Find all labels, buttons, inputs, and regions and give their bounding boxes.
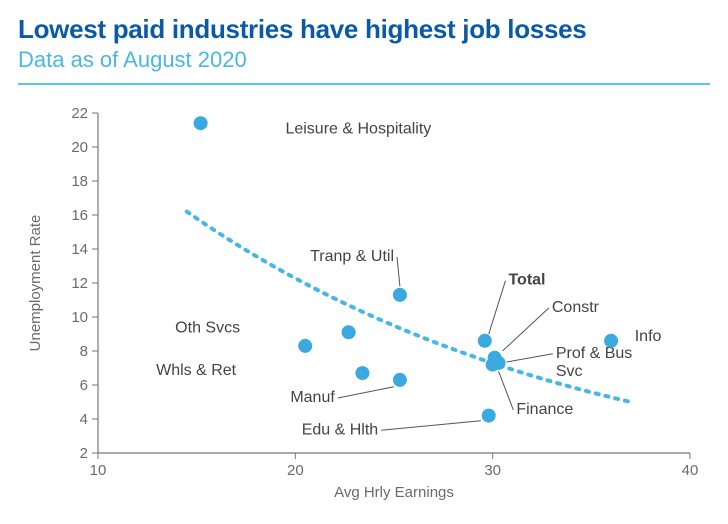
point-label: Info <box>635 328 662 345</box>
y-tick-label: 20 <box>71 139 88 156</box>
data-point <box>342 325 356 339</box>
point-label: Tranp & Util <box>310 248 394 265</box>
chart-subtitle: Data as of August 2020 <box>18 47 710 73</box>
data-point <box>492 356 506 370</box>
y-tick-label: 18 <box>71 173 88 190</box>
leader-line <box>499 371 514 410</box>
x-tick-label: 10 <box>90 462 107 479</box>
y-tick-label: 10 <box>71 309 88 326</box>
point-label: Leisure & Hospitality <box>285 120 431 137</box>
data-point <box>482 409 496 423</box>
point-label: Whls & Ret <box>156 362 237 379</box>
data-point <box>194 116 208 130</box>
data-point <box>355 366 369 380</box>
point-label: Prof & BusSvc <box>556 345 632 380</box>
point-label: Finance <box>516 401 573 418</box>
chart-title: Lowest paid industries have highest job … <box>18 14 710 45</box>
leader-line <box>381 421 481 431</box>
x-tick-label: 40 <box>682 462 699 479</box>
scatter-chart: 2 4 6 8 10 12 14 16 18 20 22 10 20 30 40 Avg Hrly Earni… <box>18 93 710 513</box>
data-point <box>298 339 312 353</box>
data-point <box>393 373 407 387</box>
y-tick-label: 14 <box>71 241 88 258</box>
y-axis-label: Unemployment Rate <box>27 215 44 352</box>
point-label: Constr <box>552 299 600 316</box>
header-rule <box>18 83 710 85</box>
y-tick-label: 8 <box>80 343 88 360</box>
y-tick-label: 6 <box>80 377 88 394</box>
leader-line <box>489 281 506 334</box>
x-tick-label: 20 <box>287 462 304 479</box>
x-axis-label: Avg Hrly Earnings <box>334 484 454 501</box>
point-label: Manuf <box>290 389 335 406</box>
y-tick-label: 4 <box>80 411 88 428</box>
leader-line <box>506 354 552 362</box>
chart-svg: 2 4 6 8 10 12 14 16 18 20 22 10 20 30 40 Avg Hrly Earni… <box>18 93 710 513</box>
point-label: Oth Svcs <box>175 319 240 336</box>
x-tick-label: 30 <box>484 462 501 479</box>
data-point <box>604 334 618 348</box>
point-label: Edu & Hlth <box>302 421 378 438</box>
y-tick-label: 2 <box>80 445 88 462</box>
point-label: Total <box>508 272 545 289</box>
leader-line <box>503 308 549 351</box>
data-point <box>393 288 407 302</box>
data-point <box>478 334 492 348</box>
y-tick-label: 12 <box>71 275 88 292</box>
y-tick-label: 22 <box>71 105 88 122</box>
leader-line <box>338 387 394 398</box>
leader-line <box>397 257 400 287</box>
y-tick-label: 16 <box>71 207 88 224</box>
